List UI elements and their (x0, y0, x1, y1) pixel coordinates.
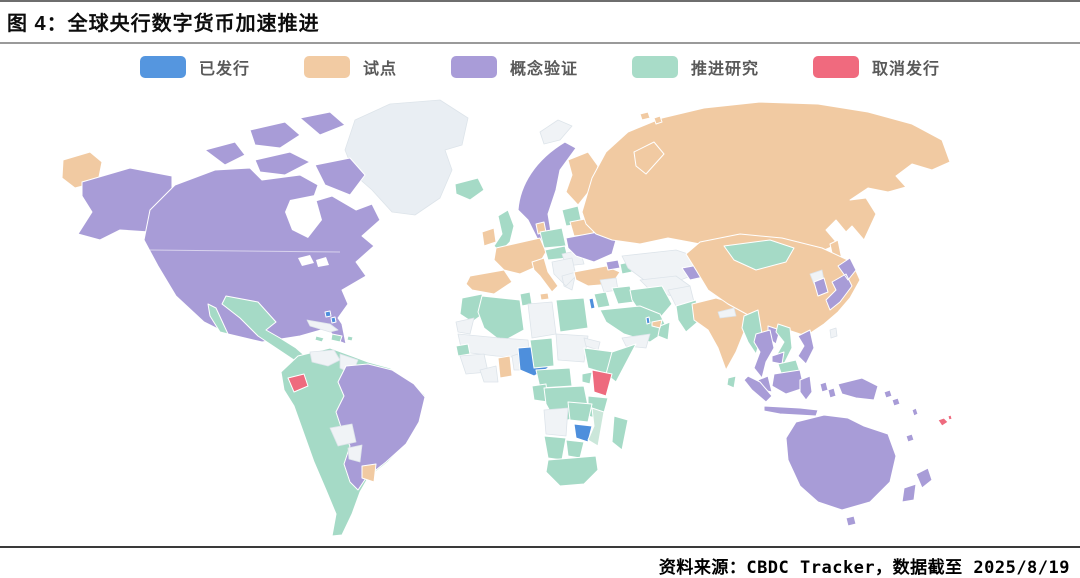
region-solomons-vanuatu (883, 389, 919, 443)
source-note: 资料来源：CBDC Tracker，数据截至 2025/8/19 (0, 546, 1080, 578)
country-bahamas (324, 310, 337, 324)
country-new-zealand (901, 467, 933, 503)
legend-item-poc: 概念验证 (450, 55, 578, 79)
country-egypt (555, 297, 589, 333)
legend-item-research: 推进研究 (632, 55, 759, 79)
region-novaya-zemlya (633, 111, 665, 175)
region-java (763, 405, 819, 417)
country-oman (657, 321, 671, 341)
country-uruguay (361, 463, 377, 483)
legend-label-research: 推进研究 (691, 61, 760, 78)
country-philippines (797, 329, 815, 365)
legend-label-pilot: 试点 (362, 61, 397, 78)
legend-swatch-poc (450, 56, 497, 78)
country-iceland (454, 177, 485, 201)
map-legend: 已发行 试点 概念验证 推进研究 取消发行 (0, 44, 1080, 90)
country-sri-lanka (726, 375, 737, 389)
country-paraguay (347, 444, 363, 463)
legend-label-issued: 已发行 (198, 61, 250, 78)
region-canada-arctic-islands (204, 111, 366, 196)
legend-item-issued: 已发行 (139, 55, 250, 79)
country-libya (527, 301, 557, 339)
region-western-sahara (455, 317, 475, 335)
country-uganda (581, 371, 593, 385)
country-greenland (344, 99, 469, 216)
legend-swatch-issued (139, 56, 186, 78)
country-ecuador (287, 373, 309, 393)
country-somalia (605, 343, 637, 383)
country-south-africa (545, 455, 599, 487)
country-mongolia (723, 239, 795, 271)
legend-swatch-research (632, 56, 678, 78)
country-zimbabwe (573, 423, 593, 443)
country-cambodia (771, 351, 785, 365)
country-australia (785, 414, 897, 527)
great-lakes (298, 255, 329, 267)
country-sudan (555, 333, 589, 363)
country-bolivia (329, 423, 357, 447)
country-kenya (591, 369, 613, 397)
country-zambia (567, 401, 593, 423)
country-fiji (937, 414, 953, 427)
country-angola (543, 407, 569, 437)
country-jordan (593, 291, 611, 309)
country-japan (825, 257, 857, 311)
country-papua-new-guinea (837, 377, 879, 401)
country-chad (529, 337, 555, 369)
legend-label-poc: 概念验证 (509, 61, 578, 78)
region-iberia (465, 269, 513, 295)
country-madagascar (611, 415, 629, 451)
country-ireland (481, 227, 497, 247)
country-senegal (455, 343, 471, 357)
country-cuba (306, 319, 339, 333)
country-israel (588, 297, 596, 310)
country-botswana (565, 439, 585, 459)
country-namibia (543, 435, 567, 461)
world-map-svg (61, 99, 953, 537)
country-bahrain-qatar (645, 316, 651, 325)
country-italy (531, 257, 559, 301)
region-sumatra (743, 375, 773, 403)
region-hispaniola-jamaica (314, 333, 354, 343)
country-kazakhstan (621, 249, 701, 285)
region-cameroon-car (535, 367, 573, 389)
country-thailand (753, 329, 775, 379)
region-svalbard (539, 119, 573, 145)
country-georgia (605, 259, 621, 271)
legend-swatch-pilot (303, 56, 350, 78)
region-balkans (551, 257, 577, 291)
country-taiwan (829, 327, 838, 339)
region-sulawesi-moluccas (799, 375, 837, 401)
legend-swatch-cancelled (813, 56, 860, 78)
region-ivory-coast (479, 365, 499, 383)
country-venezuela (309, 349, 341, 367)
country-russia (581, 101, 951, 253)
country-nepal (717, 307, 737, 319)
legend-label-cancelled: 取消发行 (872, 61, 941, 78)
hudson-bay (285, 195, 322, 238)
country-ghana (497, 355, 513, 379)
region-baja-california (207, 303, 229, 335)
country-finland (565, 151, 599, 206)
world-choropleth-map (0, 90, 1080, 546)
legend-item-pilot: 试点 (303, 55, 397, 79)
us-canada-border-line (149, 249, 341, 253)
region-kalimantan (771, 369, 805, 395)
country-uae (651, 319, 663, 329)
country-yemen (621, 333, 651, 349)
figure-title: 图 4：全球央行数字货币加速推进 (0, 0, 1080, 44)
country-algeria (477, 295, 525, 343)
legend-item-cancelled: 取消发行 (813, 55, 940, 79)
country-south-korea (813, 277, 829, 297)
country-mozambique (587, 407, 605, 447)
country-poland (539, 227, 567, 249)
